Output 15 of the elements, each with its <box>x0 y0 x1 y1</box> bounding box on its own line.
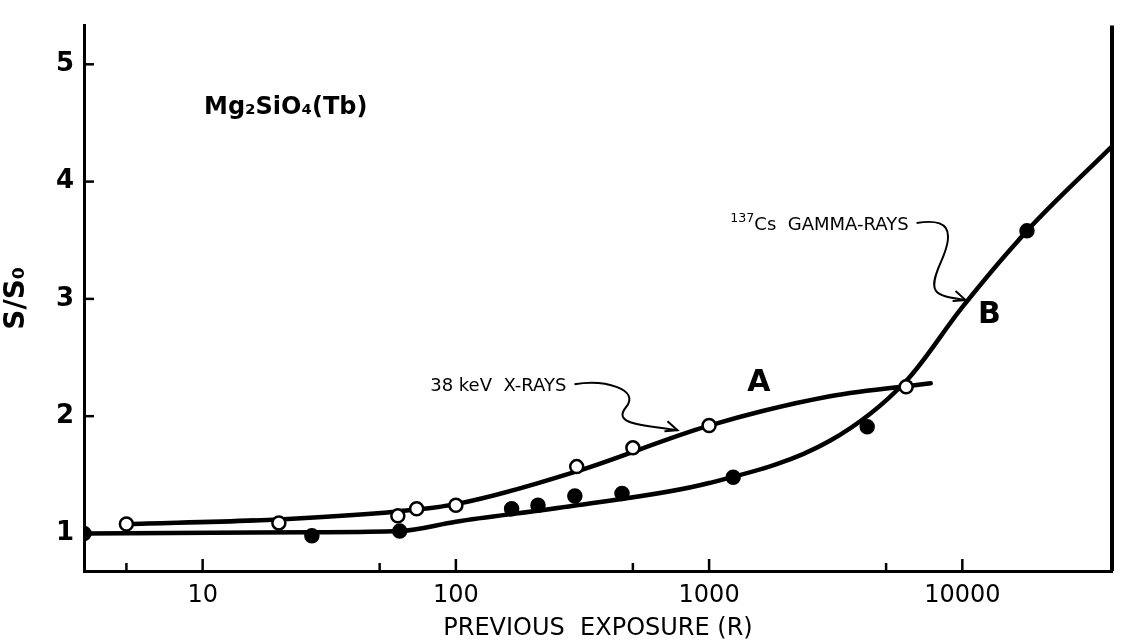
x-axis-title: PREVIOUS EXPOSURE (R) <box>443 612 753 641</box>
y-axis-title: S/S₀ <box>0 266 32 330</box>
annotation: 38 keV X-RAYS <box>430 374 567 396</box>
annotation: Mg₂SiO₄(Tb) <box>204 91 368 120</box>
y-tick-label: 4 <box>55 164 74 195</box>
legend-label: B <box>977 294 1001 330</box>
x-tick-label: 100 <box>432 579 479 608</box>
y-tick-label: 5 <box>55 47 74 78</box>
y-tick-label: 2 <box>55 398 74 429</box>
x-tick-label: 10 <box>187 579 218 608</box>
x-tick-label: 10000 <box>924 579 1001 608</box>
series-label: A <box>747 363 772 399</box>
y-tick-label: 1 <box>55 516 74 547</box>
y-tick-label: 3 <box>55 281 74 312</box>
x-tick-label: 1000 <box>678 579 740 608</box>
